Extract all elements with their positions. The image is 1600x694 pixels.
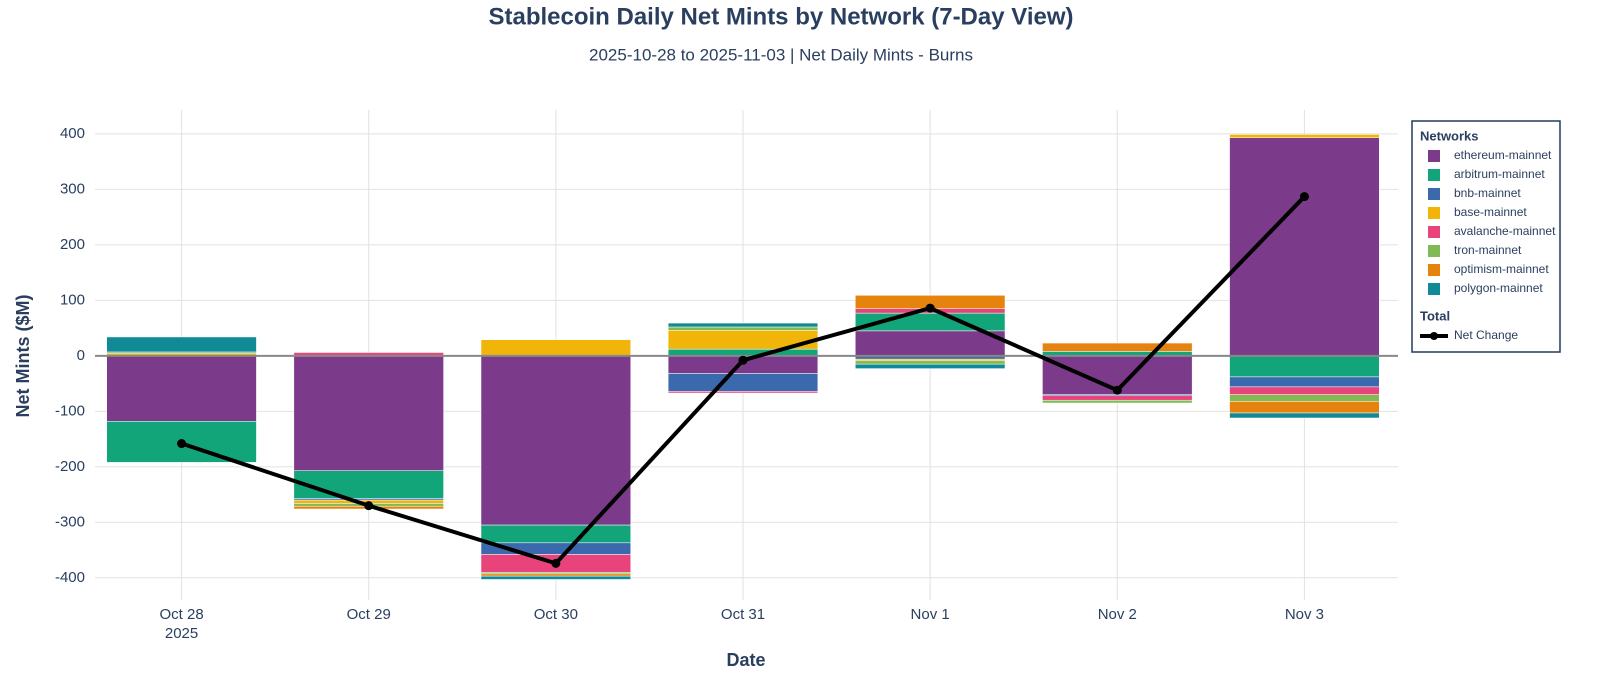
legend-title: Total <box>1420 308 1450 323</box>
bar <box>855 330 1006 357</box>
net-change-marker <box>177 439 187 449</box>
bar <box>106 355 257 422</box>
x-tick-sublabel: 2025 <box>165 625 198 642</box>
bar <box>855 360 1006 365</box>
bar <box>667 391 819 394</box>
legend-label: avalanche-mainnet <box>1454 224 1556 238</box>
legend-label: ethereum-mainnet <box>1454 148 1552 162</box>
x-tick-label: Oct 31 <box>721 606 765 623</box>
bar <box>1229 412 1380 419</box>
bar <box>480 575 631 580</box>
net-change-marker <box>364 501 374 511</box>
bar <box>1229 394 1380 402</box>
legend-swatch <box>1428 207 1440 219</box>
bar <box>855 363 1006 369</box>
x-tick-label: Nov 3 <box>1285 606 1324 623</box>
y-tick-label: -400 <box>55 569 85 586</box>
net-change-marker <box>1299 192 1309 202</box>
x-tick-label: Oct 30 <box>534 606 578 623</box>
chart-subtitle: 2025-10-28 to 2025-11-03 | Net Daily Min… <box>589 45 973 64</box>
legend-label: Net Change <box>1454 328 1518 342</box>
y-tick-label: 200 <box>60 236 85 253</box>
legend-swatch <box>1428 188 1440 200</box>
y-tick-label: 300 <box>60 180 85 197</box>
bar <box>667 373 819 392</box>
y-tick-label: 0 <box>77 347 85 364</box>
y-axis-title: Net Mints ($M) <box>13 295 33 418</box>
y-tick-label: -100 <box>55 402 85 419</box>
x-tick-label: Nov 2 <box>1098 606 1137 623</box>
legend-title: Networks <box>1420 128 1479 143</box>
y-tick-label: 100 <box>60 291 85 308</box>
chart-title: Stablecoin Daily Net Mints by Network (7… <box>488 3 1073 30</box>
bar <box>293 355 444 471</box>
bar <box>1042 399 1193 404</box>
bar <box>293 470 444 499</box>
legend-marker <box>1430 332 1438 340</box>
y-tick-label: -200 <box>55 458 85 475</box>
legend-label: arbitrum-mainnet <box>1454 167 1545 181</box>
bar <box>1229 376 1380 388</box>
legend-label: optimism-mainnet <box>1454 262 1549 276</box>
bar <box>1042 395 1193 401</box>
bar <box>1229 386 1380 395</box>
legend-swatch <box>1428 283 1440 295</box>
y-tick-label: -300 <box>55 513 85 530</box>
bar <box>667 326 819 331</box>
bar <box>106 336 257 353</box>
net-change-marker <box>738 355 748 365</box>
bar <box>1229 355 1380 378</box>
legend-swatch <box>1428 226 1440 238</box>
net-change-marker <box>1112 385 1122 395</box>
bar <box>667 322 819 328</box>
legend-swatch <box>1428 245 1440 257</box>
legend-label: base-mainnet <box>1454 205 1527 219</box>
legend-label: bnb-mainnet <box>1454 186 1521 200</box>
bar <box>1042 342 1193 352</box>
legend-swatch <box>1428 264 1440 276</box>
legend-swatch <box>1428 169 1440 181</box>
x-axis-title: Date <box>726 650 765 670</box>
y-tick-label: 400 <box>60 125 85 142</box>
legend-label: tron-mainnet <box>1454 243 1522 257</box>
bar <box>1229 134 1380 138</box>
net-change-marker <box>551 558 561 568</box>
bar <box>480 355 631 526</box>
bar <box>480 524 631 544</box>
x-tick-label: Oct 29 <box>347 606 391 623</box>
bar <box>480 573 631 577</box>
x-tick-label: Nov 1 <box>911 606 950 623</box>
bar <box>480 339 631 357</box>
legend-label: polygon-mainnet <box>1454 281 1543 295</box>
legend-swatch <box>1428 150 1440 162</box>
bar <box>1229 401 1380 414</box>
bar <box>1229 137 1380 357</box>
net-change-marker <box>925 303 935 313</box>
x-tick-label: Oct 28 <box>159 606 203 623</box>
